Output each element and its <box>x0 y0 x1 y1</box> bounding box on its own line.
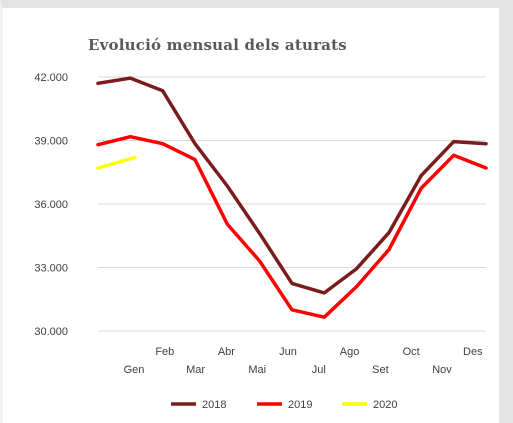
series-line-2020 <box>96 155 137 170</box>
x-tick-label: Abr <box>218 346 235 358</box>
x-tick-label: Mar <box>186 364 205 376</box>
y-tick-label: 33.000 <box>34 263 68 275</box>
legend-label: 2020 <box>373 399 397 411</box>
x-tick-label: Set <box>372 364 389 376</box>
x-tick-label: Oct <box>403 346 420 358</box>
series-line-2018 <box>96 76 488 295</box>
y-tick-label: 36.000 <box>34 199 68 211</box>
x-tick-label: Mai <box>248 364 266 376</box>
legend: 2018 2019 2020 <box>171 399 397 411</box>
x-tick-label: Ago <box>340 346 360 358</box>
legend-label: 2018 <box>202 399 226 411</box>
y-tick-label: 42.000 <box>34 72 68 84</box>
y-tick-label: 39.000 <box>34 136 68 148</box>
x-tick-label: Gen <box>124 364 145 376</box>
legend-label: 2019 <box>288 399 312 411</box>
x-axis-ticks: Gen Feb Mar Abr Mai Jun Jul Ago Set Oct Nov Des <box>124 346 483 376</box>
series-line-2019 <box>96 134 488 319</box>
y-axis-ticks: 42.000 39.000 36.000 33.000 30.000 <box>34 72 68 338</box>
x-tick-label: Jul <box>312 364 326 376</box>
series-lines <box>96 76 488 319</box>
x-tick-label: Des <box>463 346 483 358</box>
gridlines <box>98 76 486 332</box>
y-tick-label: 30.000 <box>34 326 68 338</box>
chart-title: Evolució mensual dels aturats <box>88 36 347 54</box>
x-tick-label: Nov <box>432 364 452 376</box>
x-tick-label: Jun <box>279 346 297 358</box>
x-tick-label: Feb <box>155 346 174 358</box>
